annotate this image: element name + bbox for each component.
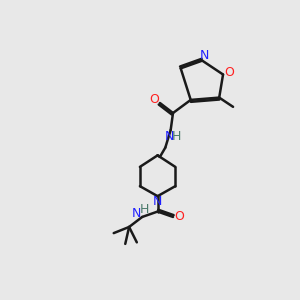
Text: O: O — [174, 211, 184, 224]
Text: H: H — [172, 130, 182, 143]
Text: N: N — [200, 49, 209, 62]
Text: N: N — [164, 130, 174, 142]
Text: O: O — [149, 93, 159, 106]
Text: N: N — [132, 207, 142, 220]
Text: H: H — [140, 203, 149, 216]
Text: O: O — [224, 67, 234, 80]
Text: N: N — [153, 195, 162, 208]
